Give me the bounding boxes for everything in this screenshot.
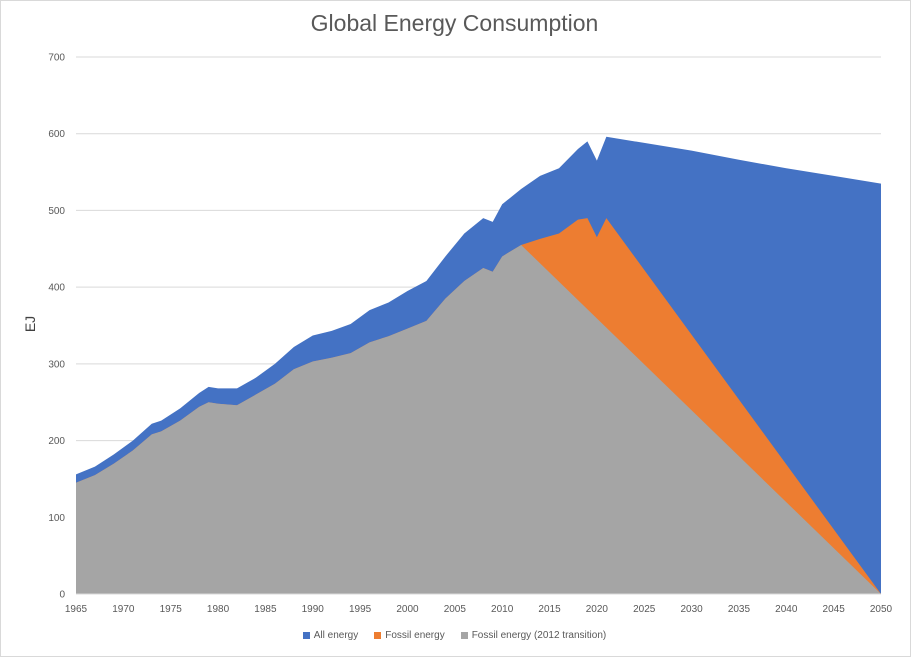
x-tick-label: 2015	[538, 604, 561, 615]
x-tick-label: 2005	[444, 604, 467, 615]
y-tick-label: 400	[48, 283, 65, 294]
chart-title: Global Energy Consumption	[310, 10, 599, 36]
x-tick-label: 2035	[728, 604, 751, 615]
y-tick-label: 100	[48, 513, 65, 524]
x-tick-label: 2020	[586, 604, 609, 615]
y-tick-label: 300	[48, 359, 65, 370]
x-tick-label: 2040	[775, 604, 798, 615]
x-tick-label: 2050	[870, 604, 893, 615]
legend-item: Fossil energy (2012 transition)	[460, 630, 607, 641]
legend-label: Fossil energy (2012 transition)	[471, 630, 607, 641]
area-series-2	[76, 244, 881, 594]
legend-item: All energy	[302, 630, 359, 641]
legend-swatch	[460, 632, 468, 639]
x-tick-label: 1975	[160, 604, 183, 615]
legend-swatch	[374, 632, 382, 639]
legend-label: Fossil energy	[385, 630, 445, 641]
y-tick-label: 500	[48, 206, 65, 217]
y-tick-label: 0	[59, 590, 65, 601]
x-tick-label: 2010	[491, 604, 514, 615]
x-tick-label: 1985	[254, 604, 277, 615]
legend-label: All energy	[313, 630, 359, 641]
x-tick-label: 2030	[680, 604, 703, 615]
x-tick-label: 1965	[65, 604, 88, 615]
y-tick-label: 600	[48, 129, 65, 140]
x-tick-label: 2000	[396, 604, 419, 615]
chart-legend: All energy Fossil energy Fossil energy (20…	[0, 630, 909, 641]
y-tick-label: 700	[48, 53, 65, 64]
x-tick-label: 2025	[633, 604, 656, 615]
legend-swatch	[302, 632, 310, 639]
x-tick-label: 1990	[302, 604, 325, 615]
x-tick-label: 2045	[823, 604, 846, 615]
x-tick-label: 1970	[112, 604, 135, 615]
legend-item: Fossil energy	[374, 630, 445, 641]
x-tick-label: 1995	[349, 604, 372, 615]
y-tick-label: 200	[48, 436, 65, 447]
x-tick-label: 1980	[207, 604, 230, 615]
